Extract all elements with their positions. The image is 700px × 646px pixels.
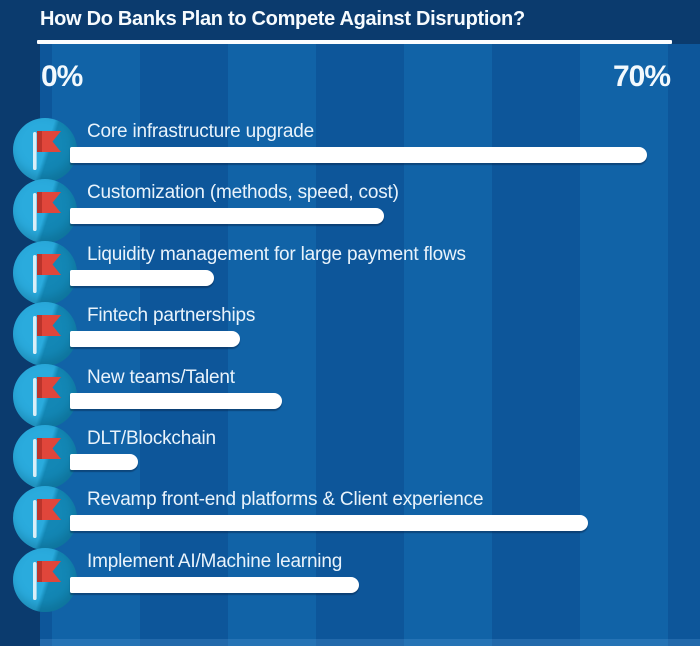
- chart-header: How Do Banks Plan to Compete Against Dis…: [0, 0, 700, 44]
- flag-icon: [13, 486, 77, 550]
- flag-icon: [13, 118, 77, 182]
- bar-label: Revamp front-end platforms & Client expe…: [87, 489, 484, 510]
- flag-icon: [13, 241, 77, 305]
- flag-icon: [13, 548, 77, 612]
- chart-row: Customization (methods, speed, cost): [0, 179, 700, 245]
- bar-label: Liquidity management for large payment f…: [87, 244, 466, 265]
- flag-icon: [13, 302, 77, 366]
- bar-label: Core infrastructure upgrade: [87, 121, 314, 142]
- flag-icon: [13, 179, 77, 243]
- chart-row: Core infrastructure upgrade: [0, 118, 700, 184]
- flag-icon: [13, 425, 77, 489]
- chart-row: Implement AI/Machine learning: [0, 548, 700, 614]
- chart-row: Revamp front-end platforms & Client expe…: [0, 486, 700, 552]
- title-underline: [37, 40, 672, 44]
- bar-label: Implement AI/Machine learning: [87, 551, 343, 572]
- chart-title: How Do Banks Plan to Compete Against Dis…: [40, 8, 525, 30]
- chart-row: New teams/Talent: [0, 364, 700, 430]
- bar: [70, 577, 359, 593]
- flag-icon: [13, 364, 77, 428]
- chart-row: DLT/Blockchain: [0, 425, 700, 491]
- bar-label: Fintech partnerships: [87, 305, 256, 326]
- bar: [70, 147, 647, 163]
- bar-label: New teams/Talent: [87, 367, 235, 388]
- chart-row: Fintech partnerships: [0, 302, 700, 368]
- chart-row: Liquidity management for large payment f…: [0, 241, 700, 307]
- plot-area: 0% 70% Core infrastructure upgrade Custo…: [0, 44, 700, 646]
- bar-label: DLT/Blockchain: [87, 428, 216, 449]
- bar-label: Customization (methods, speed, cost): [87, 182, 399, 203]
- bar: [70, 331, 240, 347]
- bar: [70, 515, 588, 531]
- bar: [70, 393, 282, 409]
- bar: [70, 270, 214, 286]
- x-axis-max-label: 70%: [612, 60, 671, 93]
- bar: [70, 208, 384, 224]
- x-axis-min-label: 0%: [41, 60, 83, 93]
- bar: [70, 454, 138, 470]
